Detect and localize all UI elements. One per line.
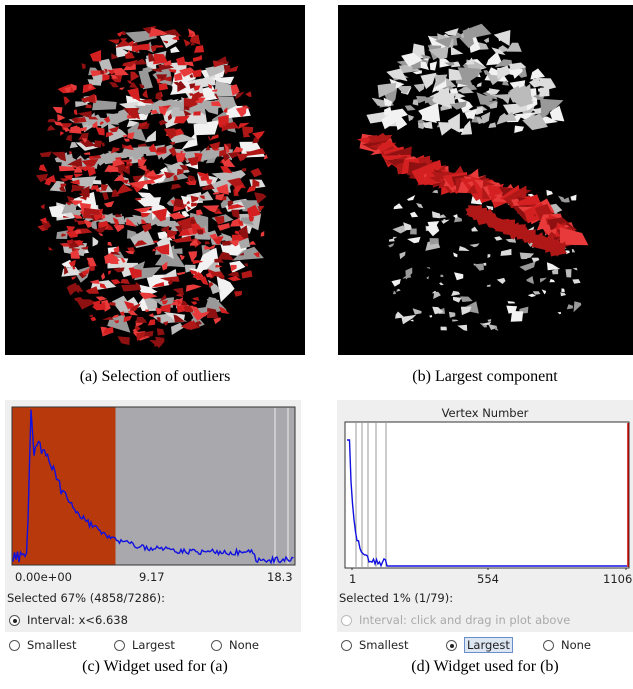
radio[interactable] xyxy=(543,640,554,651)
status: Selected 67% (4858/7286): xyxy=(7,591,165,605)
radio-label[interactable]: Interval: click and drag in plot above xyxy=(359,613,570,627)
radio-label[interactable]: Largest xyxy=(464,637,513,653)
radio[interactable] xyxy=(114,640,125,651)
radio-label[interactable]: None xyxy=(229,638,259,652)
renderings xyxy=(0,0,633,360)
axis-label: 554 xyxy=(477,572,499,586)
radio-label[interactable]: Interval: x<6.638 xyxy=(27,613,128,627)
radio[interactable] xyxy=(341,640,352,651)
surface-patch xyxy=(511,311,524,322)
surface-patch xyxy=(441,327,447,331)
status: Selected 1% (1/79): xyxy=(339,591,453,605)
caption: (c) Widget used for (a) xyxy=(5,658,305,676)
axis-label: 0.00e+00 xyxy=(15,570,72,584)
surface-patch xyxy=(539,87,549,97)
radio[interactable] xyxy=(9,640,20,651)
surface-patch xyxy=(193,111,201,115)
axis-label: 1 xyxy=(349,572,356,586)
selection xyxy=(13,408,116,565)
radio-label[interactable]: Smallest xyxy=(359,638,409,652)
page: (a) Selection of outliers (b) Largest co… xyxy=(0,0,633,689)
widget: 0.00e+00 9.17 18.3 Selected 67% (4858/72… xyxy=(5,400,301,632)
surface-patch xyxy=(100,70,104,74)
axis-label: 9.17 xyxy=(139,570,165,584)
surface-patch xyxy=(440,275,443,277)
surface-patch xyxy=(85,105,91,109)
plot-area xyxy=(345,422,629,568)
histogram xyxy=(5,400,301,570)
radio-label[interactable]: Smallest xyxy=(27,638,77,652)
caption: (b) Largest component xyxy=(335,368,633,386)
widget: Vertex Number 1 554 1106 Selected 1% (1/… xyxy=(337,400,633,632)
caption: (a) Selection of outliers xyxy=(5,368,305,386)
radio-label[interactable]: None xyxy=(561,638,591,652)
radio[interactable] xyxy=(211,640,222,651)
surface-patch xyxy=(410,229,417,235)
axis-label: 1106 xyxy=(603,572,632,586)
radio-label[interactable]: Largest xyxy=(132,638,175,652)
caption: (d) Widget used for (b) xyxy=(335,658,633,676)
histogram xyxy=(337,400,633,570)
surface-patch xyxy=(566,269,572,277)
radio[interactable] xyxy=(9,615,20,626)
radio[interactable] xyxy=(341,615,352,626)
surface-patch xyxy=(93,180,102,184)
radio[interactable] xyxy=(446,640,457,651)
axis-label: 18.3 xyxy=(267,570,293,584)
